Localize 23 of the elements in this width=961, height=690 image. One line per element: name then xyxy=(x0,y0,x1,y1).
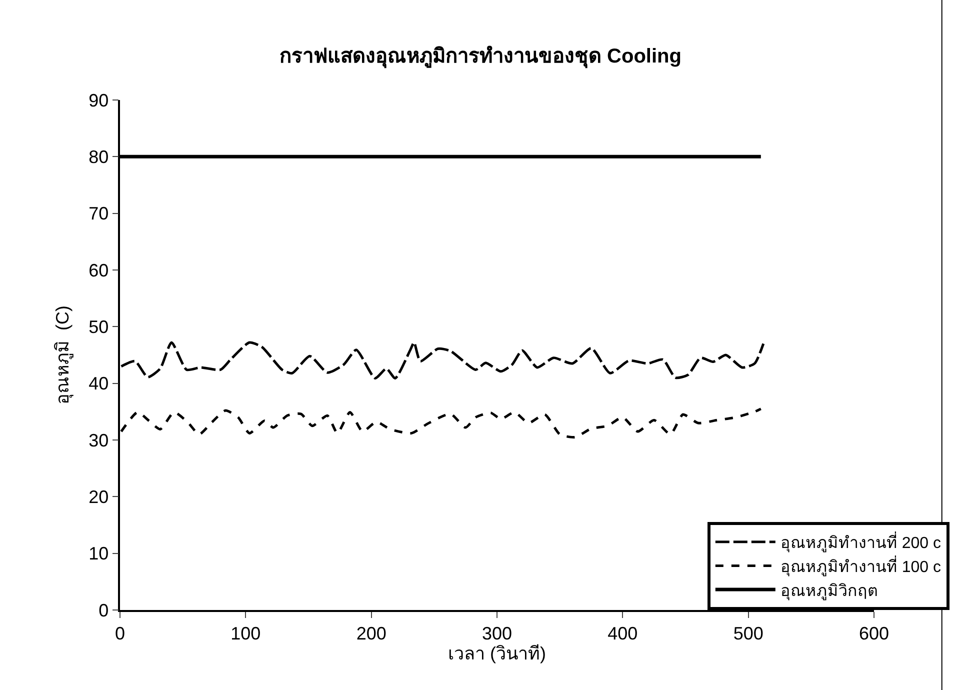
x-tick-label: 200 xyxy=(356,623,386,644)
x-tick-label: 400 xyxy=(608,623,638,644)
y-tick-label: 60 xyxy=(88,260,109,280)
y-tick-label: 90 xyxy=(88,90,109,110)
y-tick-label: 50 xyxy=(88,316,109,337)
legend-label: อุณหภูมิทำงานที่ 100 c xyxy=(780,554,941,577)
x-axis-title: เวลา (วินาที) xyxy=(448,643,546,664)
x-tick-label: 0 xyxy=(114,623,126,644)
x-tick-label: 100 xyxy=(230,623,261,644)
y-tick-label: 40 xyxy=(88,374,109,394)
y-tick-label: 30 xyxy=(88,430,109,450)
legend-label: อุณหภูมิทำงานที่ 200 c xyxy=(780,531,941,554)
y-tick-label: 20 xyxy=(88,486,109,507)
y-tick-label: 80 xyxy=(88,146,109,167)
chart-title: กราฟแสดงอุณหภูมิการทำงานของชุด Cooling xyxy=(280,45,682,70)
y-tick-label: 10 xyxy=(88,544,109,564)
x-tick-label: 600 xyxy=(858,623,890,644)
y-tick-label: 70 xyxy=(88,204,109,224)
x-tick-label: 300 xyxy=(482,623,512,644)
y-axis-title: อุณหภูมิ (C) xyxy=(52,306,74,404)
x-tick-label: 500 xyxy=(733,623,764,644)
legend-label: อุณหภูมิวิกฤต xyxy=(780,582,878,601)
y-tick-label: 0 xyxy=(98,600,109,620)
